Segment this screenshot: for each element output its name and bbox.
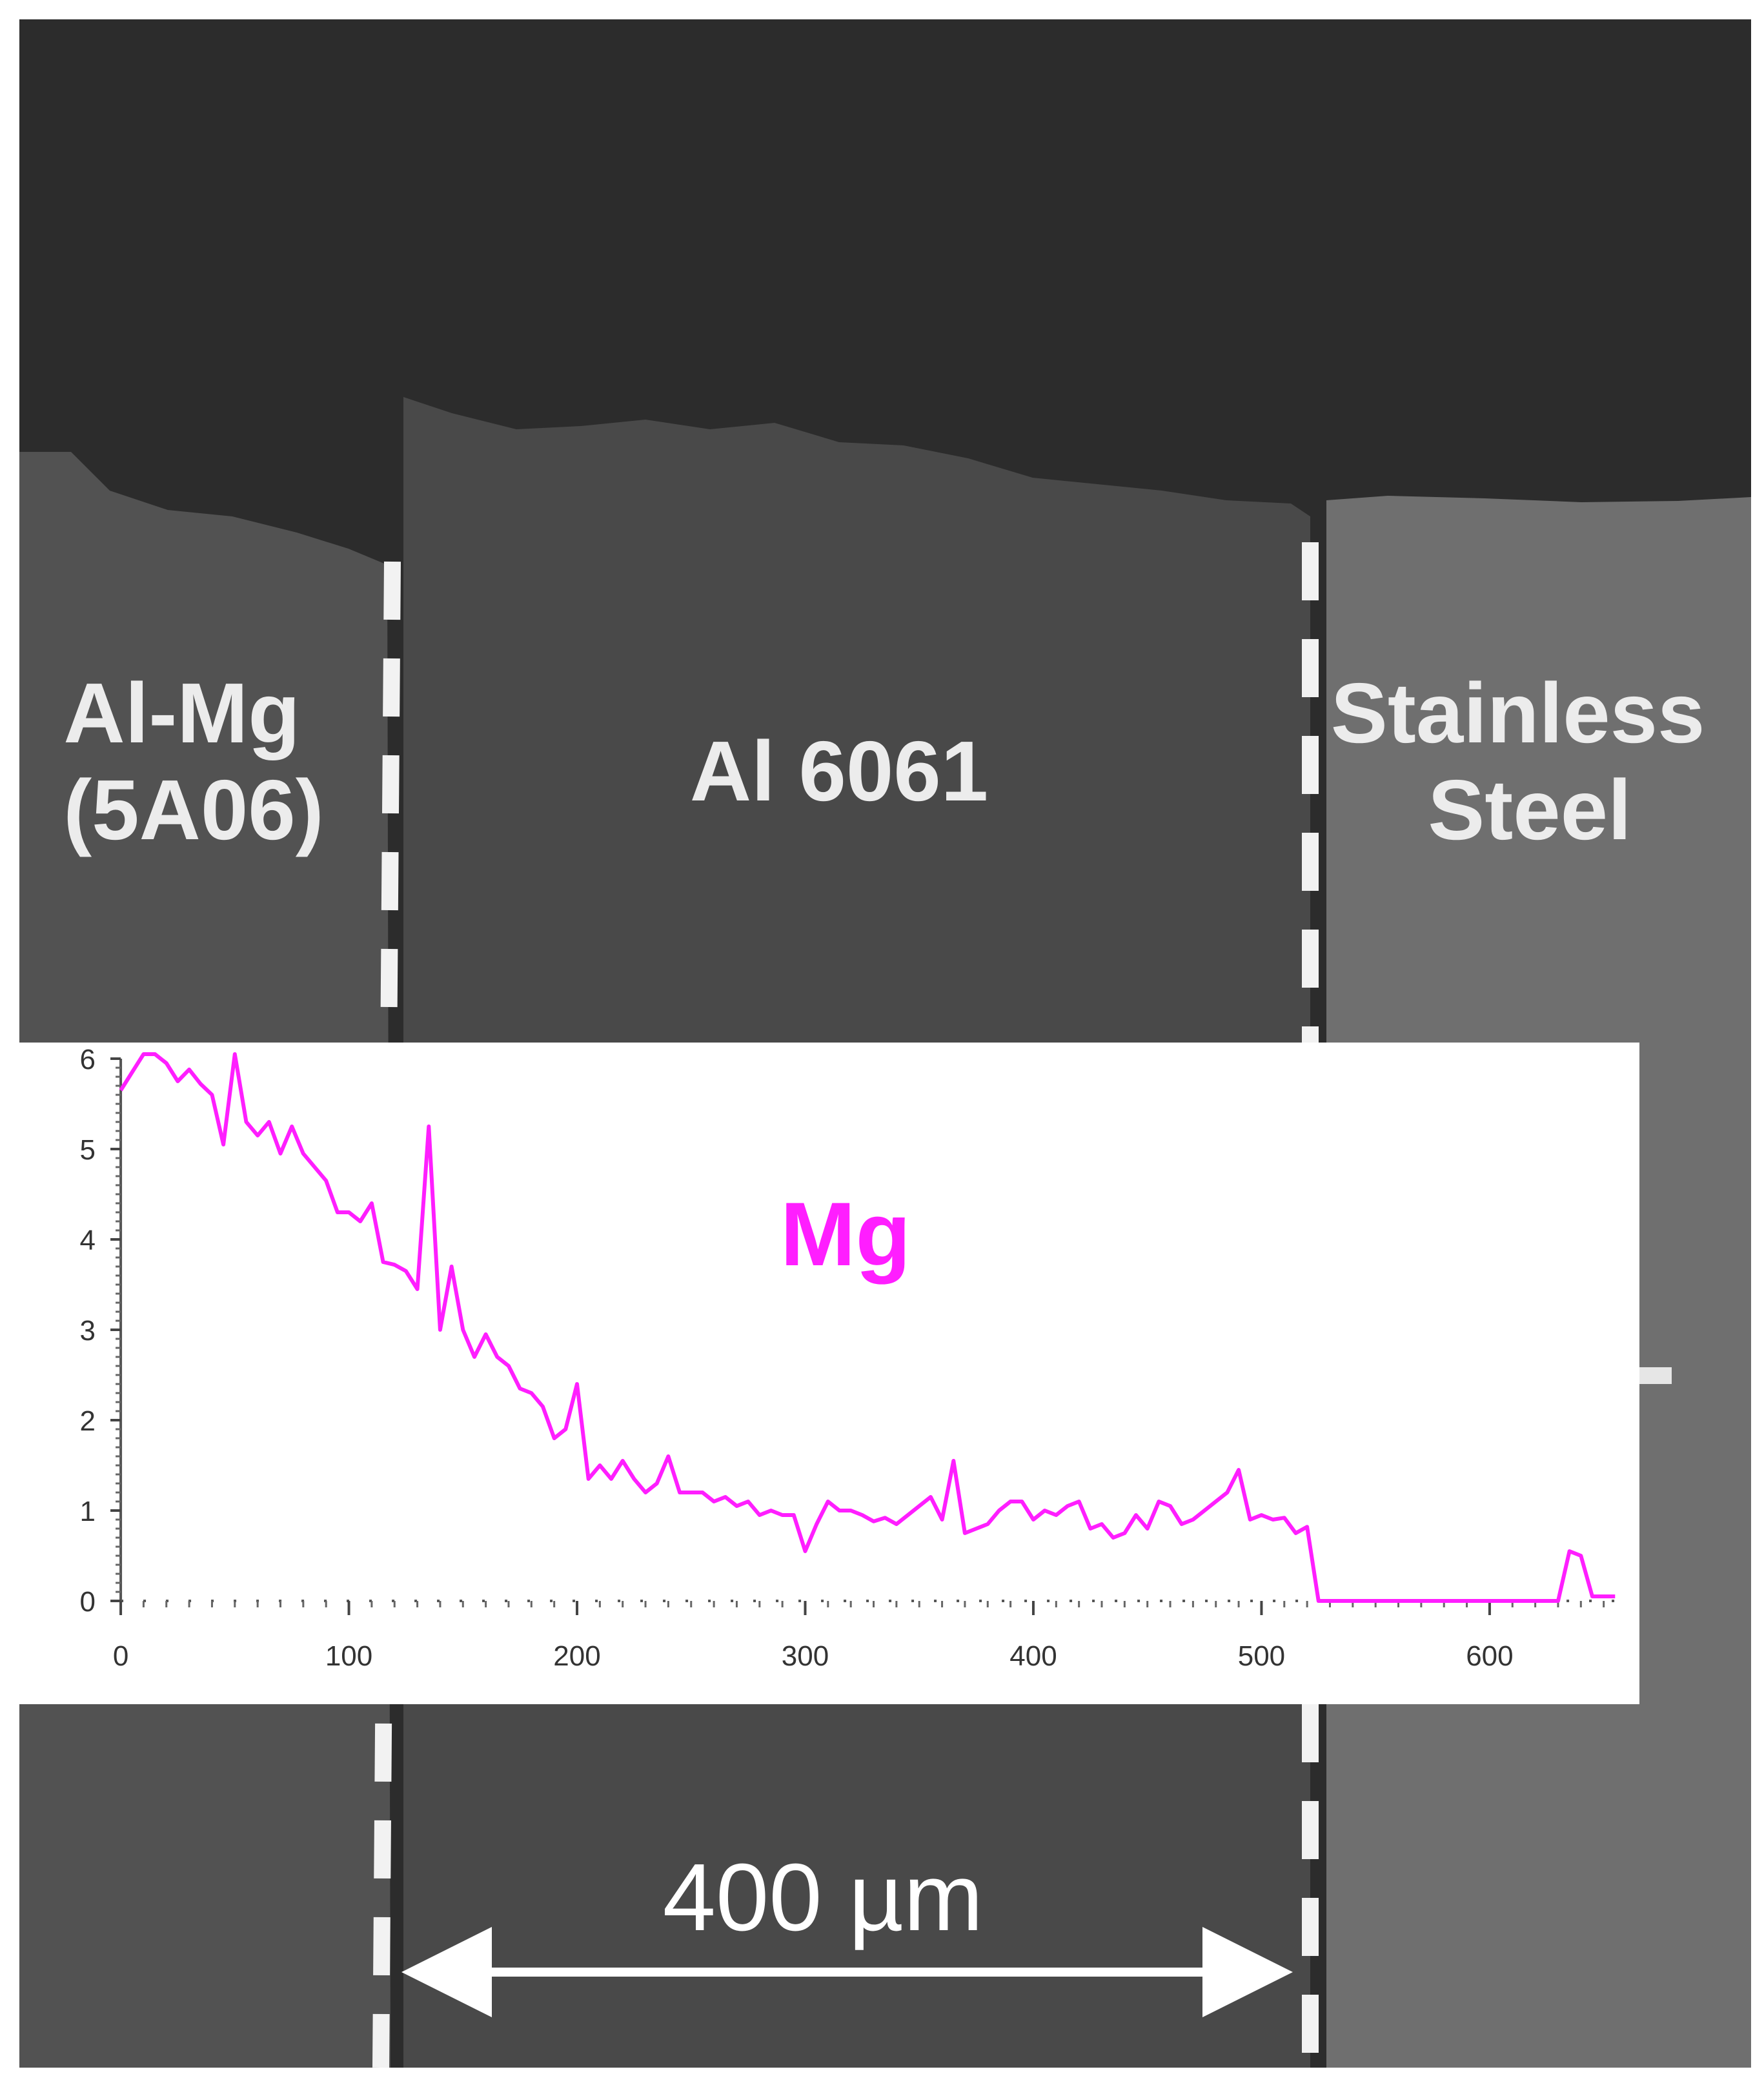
chart-panel bbox=[16, 1043, 1639, 1704]
boundary-line-left bbox=[372, 561, 401, 2068]
x-tick-label: 500 bbox=[1238, 1640, 1285, 1672]
x-tick-label: 300 bbox=[782, 1640, 829, 1672]
scale-bar-label: 400 µm bbox=[663, 1844, 984, 1951]
y-tick-label: 0 bbox=[80, 1586, 96, 1618]
stainless-label-line-1: Stainless bbox=[1331, 666, 1705, 760]
scale-bar: 400 µm bbox=[401, 1844, 1293, 2017]
y-tick-label: 4 bbox=[80, 1225, 96, 1256]
x-tick-label: 200 bbox=[553, 1640, 600, 1672]
al-mg-label: Al-Mg (5A06) bbox=[63, 666, 323, 857]
x-tick-label: 0 bbox=[113, 1640, 128, 1672]
x-tick-label: 100 bbox=[325, 1640, 372, 1672]
y-tick-label: 3 bbox=[80, 1315, 96, 1347]
al-mg-label-line-2: (5A06) bbox=[63, 762, 323, 857]
series-line-mg bbox=[119, 1052, 1616, 1603]
boundary-lines bbox=[372, 542, 1319, 2068]
x-tick-label: 600 bbox=[1466, 1640, 1513, 1672]
region-labels: Al-Mg (5A06) Al 6061 Stainless Steel bbox=[63, 666, 1729, 857]
mg-profile-chart: 0 1 2 3 4 5 6 0 100 200 300 400 500 600 Mg bbox=[16, 1043, 1639, 1704]
chart-ticks bbox=[110, 1057, 1605, 1615]
chart-tick-labels: 0 1 2 3 4 5 6 0 100 200 300 400 500 600 bbox=[80, 1044, 1514, 1672]
al-mg-label-line-1: Al-Mg bbox=[63, 666, 300, 760]
stainless-label-line-2: Steel bbox=[1428, 762, 1632, 857]
series-label-mg: Mg bbox=[780, 1183, 911, 1285]
y-tick-label: 5 bbox=[80, 1134, 96, 1166]
y-tick-label: 6 bbox=[80, 1044, 96, 1075]
x-tick-label: 400 bbox=[1009, 1640, 1057, 1672]
chart-series bbox=[119, 1052, 1616, 1603]
y-tick-label: 2 bbox=[80, 1405, 96, 1437]
al6061-label: Al 6061 bbox=[690, 724, 988, 819]
y-tick-label: 1 bbox=[80, 1496, 96, 1527]
stainless-label: Stainless Steel bbox=[1331, 666, 1729, 857]
al6061-label-line-1: Al 6061 bbox=[690, 724, 988, 819]
